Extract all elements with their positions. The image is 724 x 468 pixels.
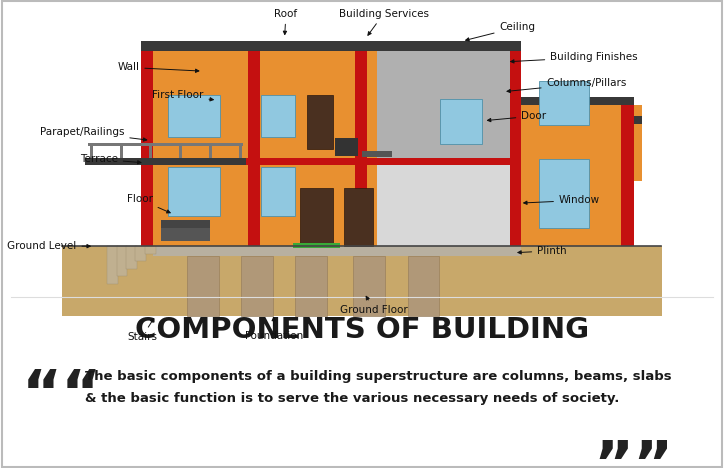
- Text: Wall: Wall: [117, 62, 199, 73]
- Text: & the basic function is to serve the various necessary needs of society.: & the basic function is to serve the var…: [85, 392, 620, 405]
- Text: Floor: Floor: [127, 194, 170, 213]
- Text: Building Finishes: Building Finishes: [510, 52, 638, 63]
- Bar: [622, 105, 634, 246]
- Bar: [187, 256, 219, 316]
- Bar: [141, 51, 376, 161]
- Text: Door: Door: [487, 111, 547, 122]
- Bar: [145, 246, 156, 254]
- Text: Foundation: Foundation: [245, 317, 303, 341]
- Bar: [239, 145, 242, 158]
- Text: Stairs: Stairs: [127, 319, 157, 342]
- Bar: [141, 41, 521, 51]
- Bar: [141, 161, 376, 246]
- Bar: [180, 145, 182, 158]
- Bar: [621, 105, 622, 246]
- Bar: [135, 246, 146, 261]
- Text: COMPONENTS OF BUILDING: COMPONENTS OF BUILDING: [135, 316, 589, 344]
- Bar: [510, 51, 521, 246]
- Bar: [376, 51, 521, 161]
- Bar: [248, 51, 260, 246]
- Bar: [539, 81, 589, 125]
- Bar: [408, 256, 439, 316]
- Bar: [362, 151, 392, 157]
- Text: Window: Window: [523, 195, 600, 205]
- Bar: [519, 105, 634, 246]
- Bar: [440, 99, 482, 144]
- Text: ““: ““: [22, 367, 102, 426]
- Text: Ceiling: Ceiling: [466, 22, 536, 41]
- Text: Parapet/Railings: Parapet/Railings: [40, 127, 147, 141]
- Bar: [107, 246, 118, 284]
- Text: Ground Level: Ground Level: [7, 241, 90, 251]
- Text: Building Services: Building Services: [339, 9, 429, 35]
- Bar: [634, 116, 642, 124]
- Bar: [376, 161, 521, 246]
- Bar: [335, 138, 358, 156]
- Bar: [153, 246, 521, 256]
- Bar: [141, 158, 521, 165]
- Bar: [519, 97, 634, 105]
- Text: Roof: Roof: [274, 9, 298, 35]
- Bar: [85, 158, 246, 165]
- Bar: [261, 95, 295, 137]
- Bar: [168, 95, 220, 137]
- Bar: [300, 188, 333, 246]
- Bar: [241, 256, 273, 316]
- Bar: [355, 51, 367, 246]
- Text: Columns/Pillars: Columns/Pillars: [507, 78, 627, 93]
- Bar: [141, 51, 153, 246]
- Bar: [295, 256, 327, 316]
- Bar: [344, 188, 373, 246]
- Text: First Floor: First Floor: [152, 90, 214, 101]
- Bar: [353, 256, 385, 316]
- Bar: [161, 223, 210, 241]
- Bar: [261, 167, 295, 216]
- Bar: [88, 143, 243, 146]
- Text: Ground Floor: Ground Floor: [340, 296, 408, 315]
- Bar: [119, 145, 122, 158]
- Bar: [62, 246, 662, 316]
- Text: ””: ””: [593, 438, 673, 468]
- Bar: [293, 243, 340, 248]
- Bar: [161, 220, 210, 228]
- Bar: [209, 145, 212, 158]
- Bar: [307, 95, 333, 149]
- Bar: [539, 159, 589, 228]
- Text: The basic components of a building superstructure are columns, beams, slabs: The basic components of a building super…: [85, 370, 672, 383]
- Bar: [90, 145, 93, 158]
- Text: Terrace: Terrace: [80, 154, 141, 164]
- Bar: [149, 145, 152, 158]
- Bar: [126, 246, 137, 269]
- Text: Plinth: Plinth: [518, 246, 567, 256]
- Bar: [634, 105, 642, 181]
- Bar: [168, 167, 220, 216]
- Bar: [117, 246, 127, 276]
